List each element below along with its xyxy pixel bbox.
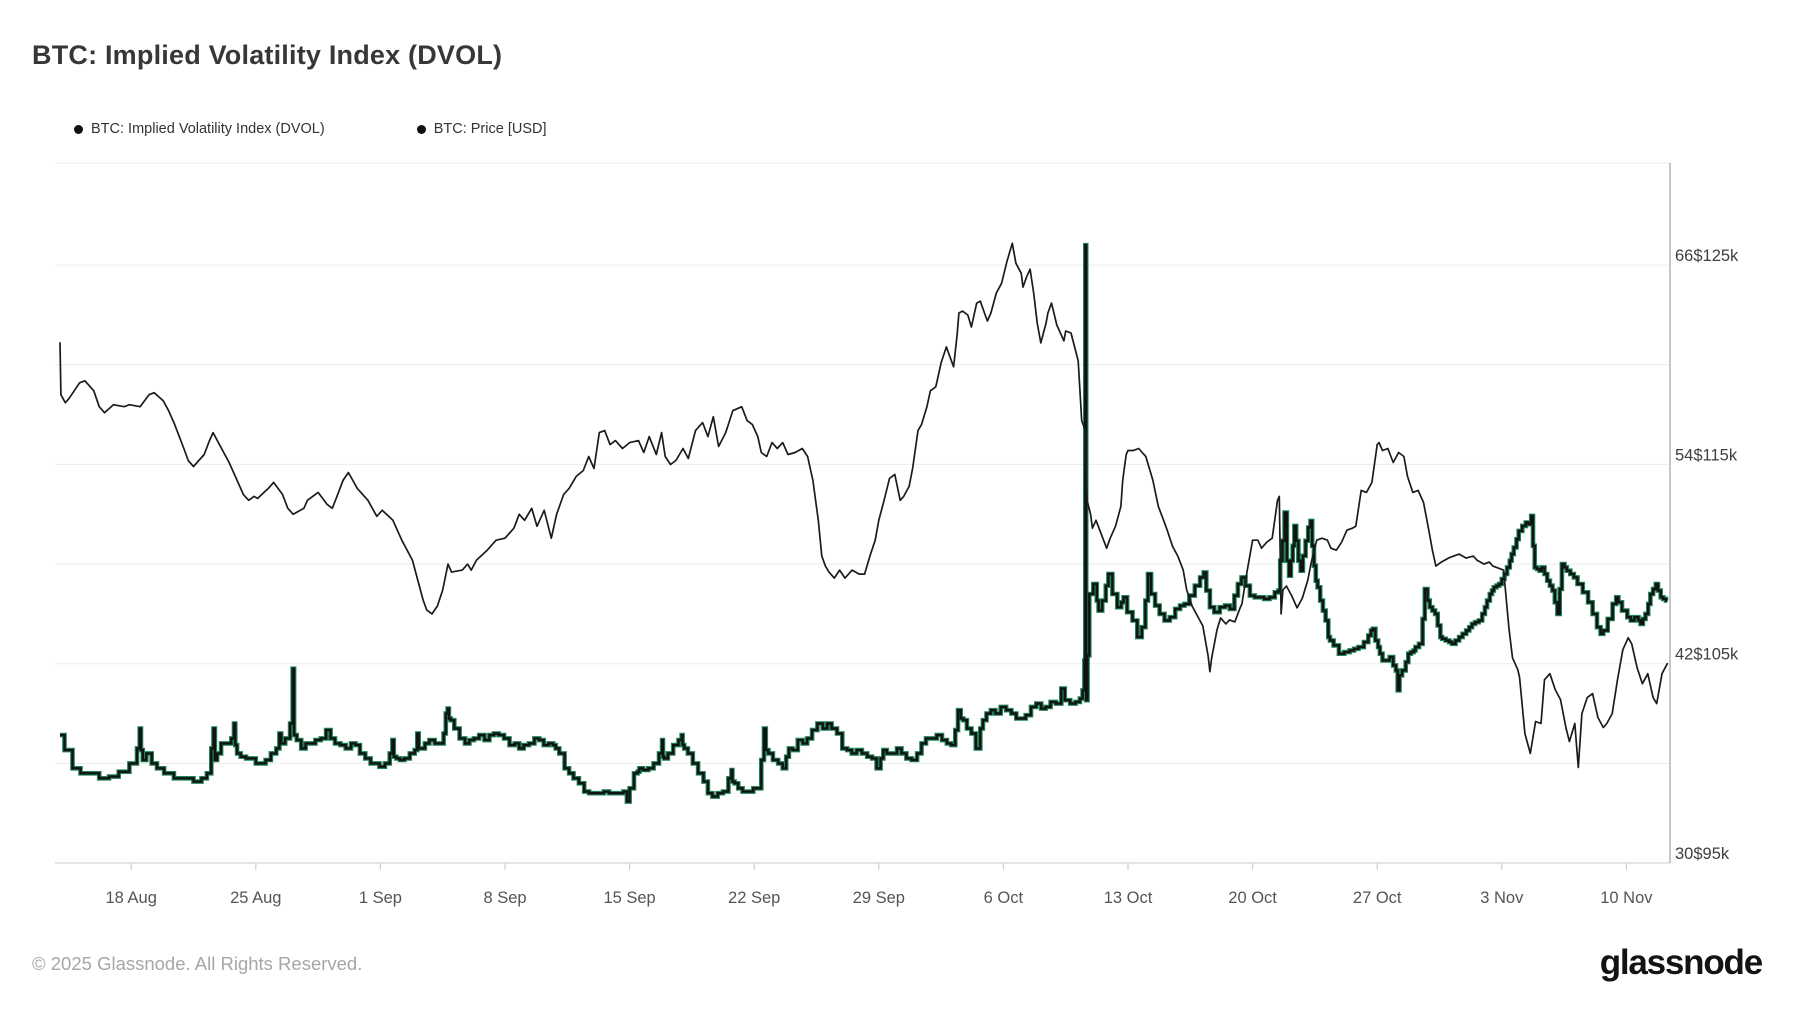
y-axis-label-right: 42$105k: [1675, 646, 1739, 664]
x-tick-label: 22 Sep: [728, 889, 780, 907]
copyright-text: © 2025 Glassnode. All Rights Reserved.: [32, 953, 363, 974]
y-axis-label-right: 54$115k: [1675, 446, 1738, 464]
legend-item-price: BTC: Price [USD]: [416, 121, 547, 137]
dvol-series-path: [60, 244, 1668, 803]
x-tick-label: 15 Sep: [603, 889, 655, 907]
legend-item-label: BTC: Implied Volatility Index (DVOL): [91, 121, 325, 137]
x-tick-label: 25 Aug: [230, 889, 281, 907]
legend-item-dvol: BTC: Implied Volatility Index (DVOL): [74, 121, 325, 137]
price-series-path: [59, 242, 1669, 769]
y-axis-label-right: 66$125k: [1675, 247, 1739, 265]
page-title: BTC: Implied Volatility Index (DVOL): [32, 40, 503, 70]
x-tick-label: 29 Sep: [853, 889, 905, 907]
x-tick-label: 8 Sep: [483, 889, 526, 907]
legend: BTC: Implied Volatility Index (DVOL) BTC…: [74, 121, 639, 137]
y-axis-label-right: 30$95k: [1675, 845, 1730, 863]
x-tick-label: 3 Nov: [1480, 889, 1524, 907]
x-tick-label: 27 Oct: [1353, 889, 1402, 907]
legend-item-label: BTC: Price [USD]: [433, 121, 547, 137]
x-tick-label: 20 Oct: [1228, 889, 1277, 907]
legend-marker-dot-icon: [416, 124, 426, 134]
x-tick-label: 6 Oct: [984, 889, 1024, 907]
legend-marker-dot-icon: [74, 124, 83, 134]
x-tick-label: 10 Nov: [1600, 889, 1653, 907]
x-tick-label: 13 Oct: [1104, 889, 1153, 907]
x-tick-label: 1 Sep: [359, 889, 402, 907]
dvol-series-accent-path: [60, 242, 1669, 804]
glassnode-logo: glassnode: [1599, 943, 1764, 982]
x-tick-label: 18 Aug: [106, 889, 157, 907]
